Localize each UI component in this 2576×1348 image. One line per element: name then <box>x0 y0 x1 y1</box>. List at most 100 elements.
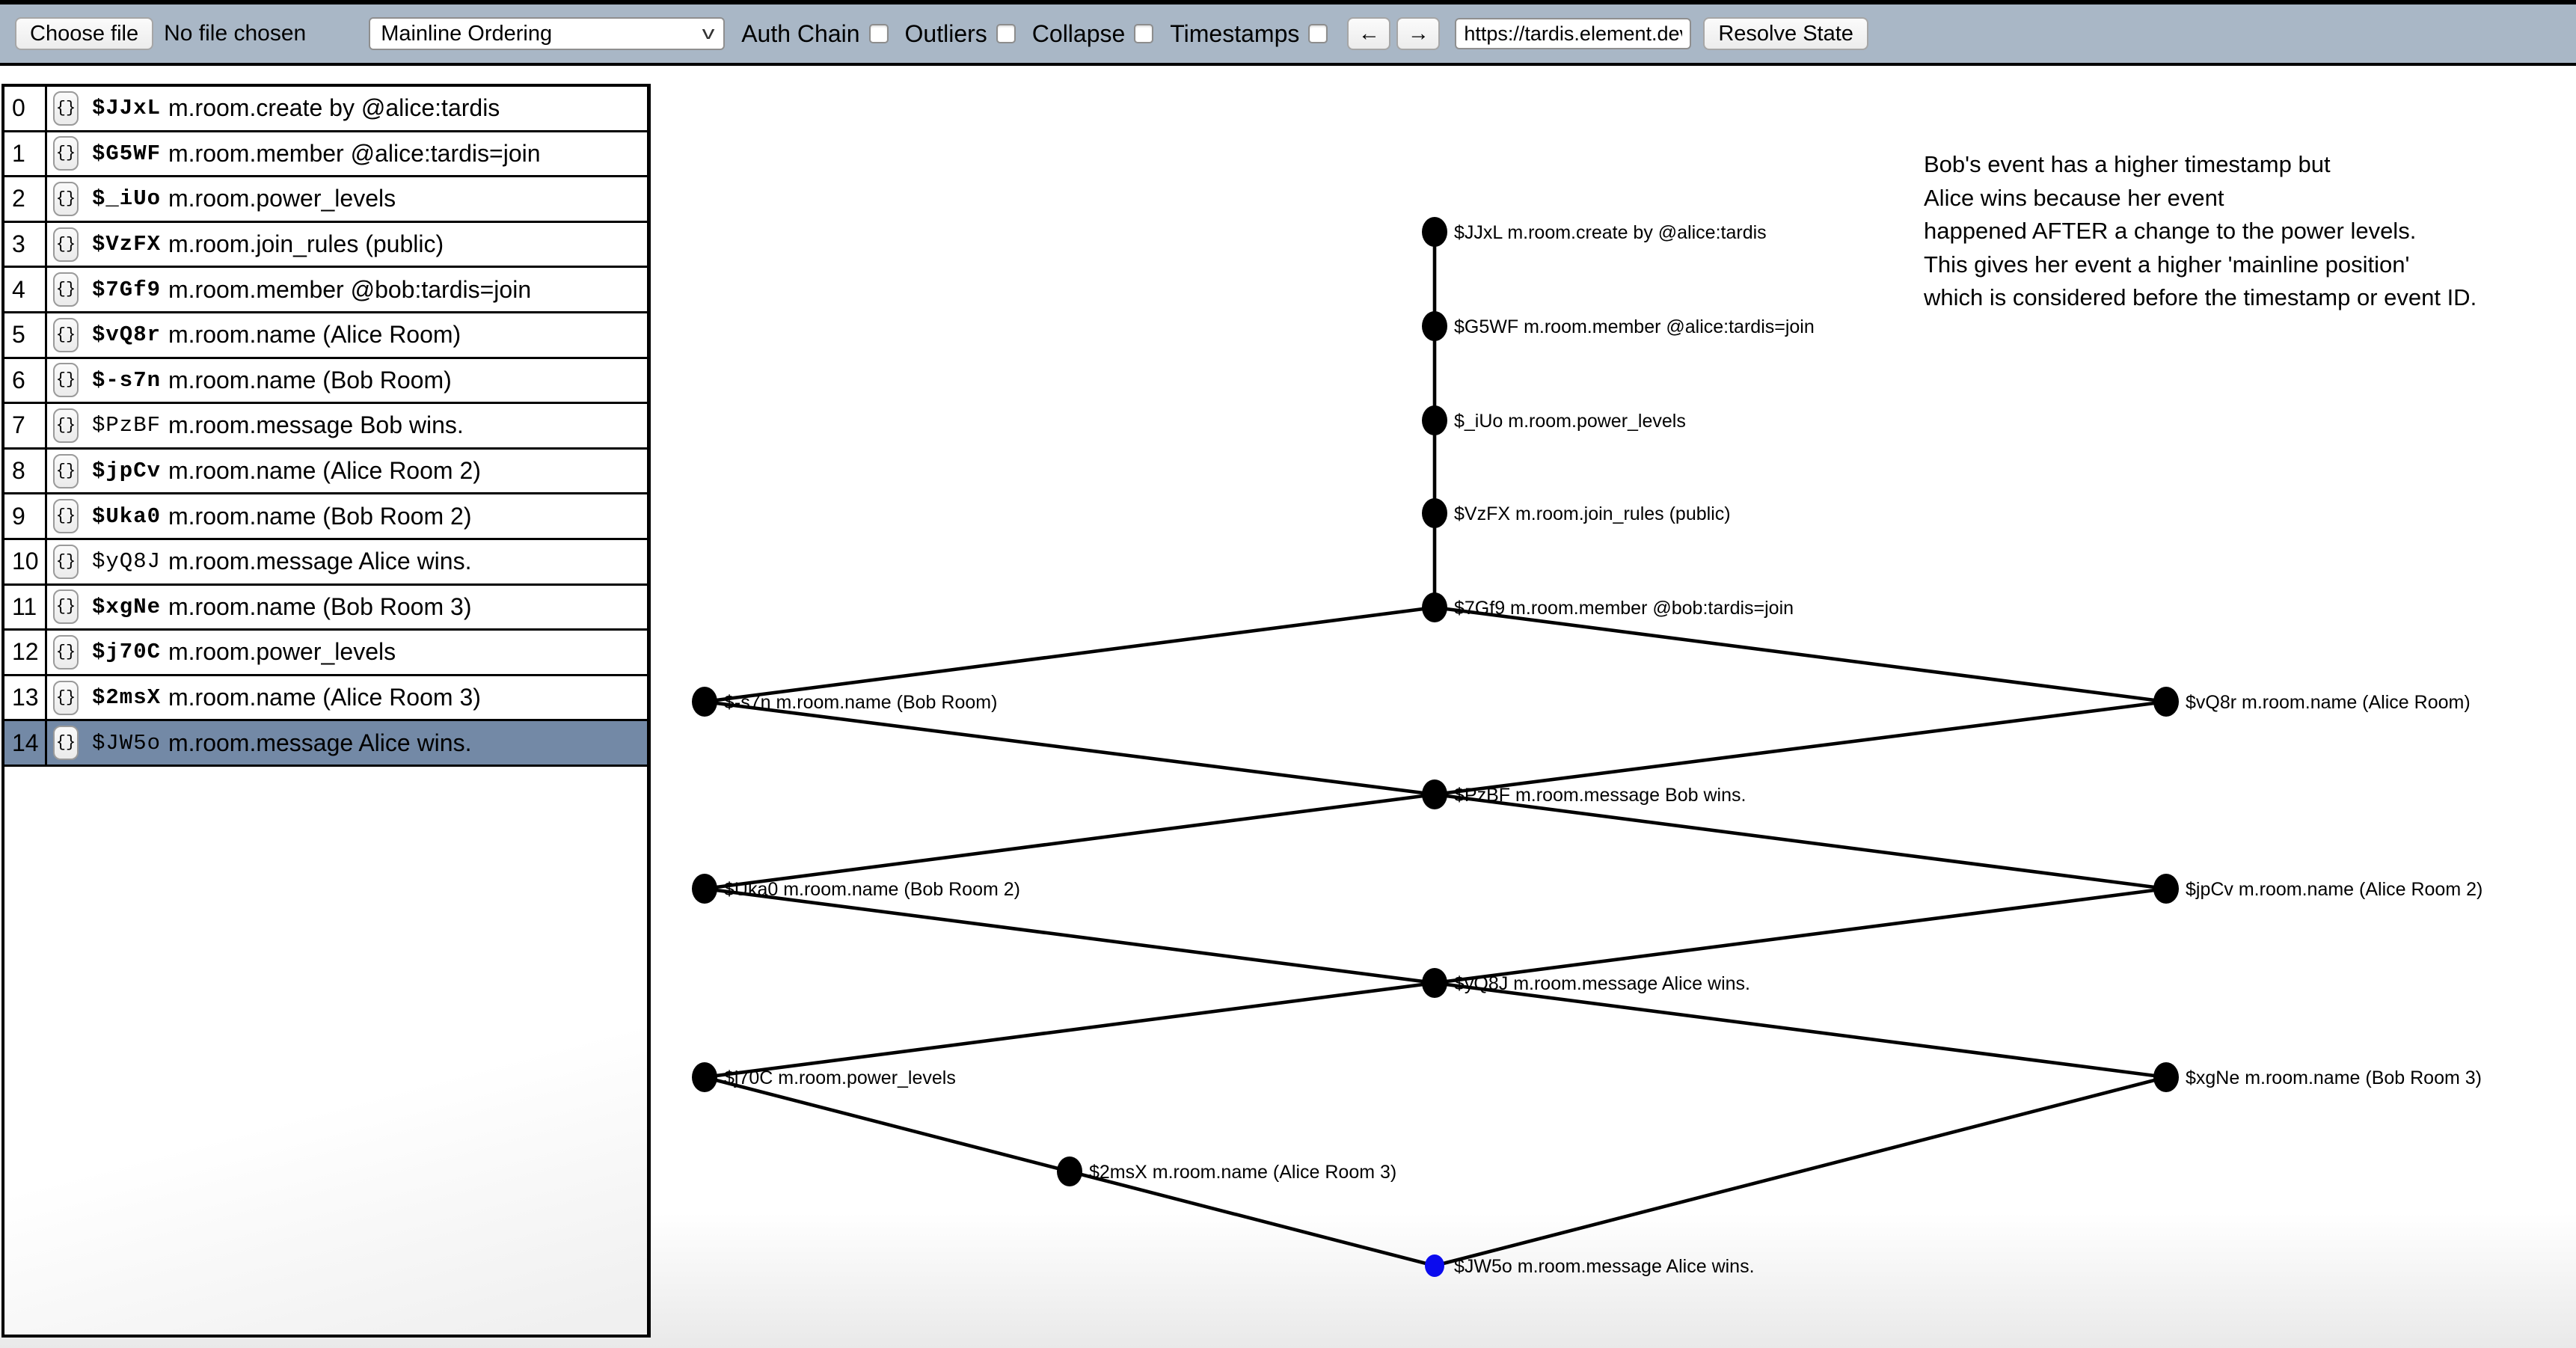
view-json-button[interactable]: {} <box>53 408 79 443</box>
view-json-button[interactable]: {} <box>53 181 79 216</box>
dag-node-label: $JJxL m.room.create by @alice:tardis <box>1454 222 1767 243</box>
event-description: m.room.create by @alice:tardis <box>168 94 500 122</box>
dag-node-label: $JW5o m.room.message Alice wins. <box>1454 1256 1755 1277</box>
event-row-7[interactable]: 7{} $PzBF m.room.message Bob wins. <box>4 404 647 450</box>
view-json-button[interactable]: {} <box>53 544 79 579</box>
toolbar: Choose file No file chosen Mainline Orde… <box>0 0 2576 66</box>
view-json-button[interactable]: {} <box>53 726 79 761</box>
annotation-line: happened AFTER a change to the power lev… <box>1924 218 2417 245</box>
event-id: $JW5o <box>92 730 162 756</box>
view-json-button[interactable]: {} <box>53 499 79 534</box>
dag-node-jw5o[interactable] <box>1425 1254 1444 1277</box>
event-row-1[interactable]: 1{} $G5WF m.room.member @alice:tardis=join <box>4 132 647 178</box>
dag-node-g5wf[interactable] <box>1422 311 1447 341</box>
event-description: m.room.power_levels <box>168 638 396 666</box>
view-json-button[interactable]: {} <box>53 453 79 488</box>
dag-edge <box>1434 699 2167 797</box>
dag-node-vzfx[interactable] <box>1422 498 1447 528</box>
forward-button[interactable]: → <box>1396 17 1441 50</box>
event-id: $yQ8J <box>92 549 162 575</box>
event-description: m.room.message Alice wins. <box>168 729 472 756</box>
dag-edge <box>1434 605 2167 704</box>
event-index: 6 <box>4 358 47 402</box>
dag-node-label: $Uka0 m.room.name (Bob Room 2) <box>724 879 1020 900</box>
dag-edge <box>704 605 1435 704</box>
choose-file-button[interactable]: Choose file <box>15 17 154 50</box>
back-button[interactable]: ← <box>1347 17 1391 50</box>
event-row-9[interactable]: 9{} $Uka0 m.room.name (Bob Room 2) <box>4 494 647 540</box>
toolbar-checkboxes: Auth Chain Outliers Collapse Timestamps <box>725 20 1328 48</box>
url-input[interactable] <box>1455 18 1692 49</box>
resolve-state-button[interactable]: Resolve State <box>1703 17 1868 50</box>
event-id: $-s7n <box>92 367 162 393</box>
dag-node-2msx[interactable] <box>1057 1156 1082 1186</box>
dag-node-label: $7Gf9 m.room.member @bob:tardis=join <box>1454 598 1794 619</box>
checkbox-label: Timestamps <box>1170 19 1300 47</box>
checkbox-label: Collapse <box>1031 19 1126 47</box>
view-json-button[interactable]: {} <box>53 272 79 307</box>
event-row-13[interactable]: 13{} $2msX m.room.name (Alice Room 3) <box>4 675 647 722</box>
event-description: m.room.power_levels <box>168 185 396 212</box>
event-row-10[interactable]: 10{} $yQ8J m.room.message Alice wins. <box>4 539 647 586</box>
dag-node-label: $2msX m.room.name (Alice Room 3) <box>1089 1162 1396 1183</box>
event-index: 9 <box>4 494 47 538</box>
event-row-4[interactable]: 4{} $7Gf9 m.room.member @bob:tardis=join <box>4 268 647 313</box>
event-row-8[interactable]: 8{} $jpCv m.room.name (Alice Room 2) <box>4 449 647 495</box>
dag-node-xgne[interactable] <box>2153 1062 2179 1092</box>
event-id: $_iUo <box>92 186 162 212</box>
dag-edge <box>704 981 1435 1079</box>
dag-node-vq8r[interactable] <box>2153 687 2179 717</box>
event-index: 5 <box>4 313 47 357</box>
dag-node-yq8j[interactable] <box>1422 968 1447 998</box>
dag-node-jjxl[interactable] <box>1422 217 1447 247</box>
event-row-11[interactable]: 11{} $xgNe m.room.name (Bob Room 3) <box>4 585 647 631</box>
event-index: 10 <box>4 539 47 583</box>
event-row-3[interactable]: 3{} $VzFX m.room.join_rules (public) <box>4 222 647 269</box>
event-id: $G5WF <box>92 141 162 166</box>
view-json-button[interactable]: {} <box>53 634 79 670</box>
dag-edge <box>1434 1075 2167 1268</box>
event-row-0[interactable]: 0{} $JJxL m.room.create by @alice:tardis <box>4 87 647 132</box>
event-index: 13 <box>4 675 47 720</box>
view-json-button[interactable]: {} <box>53 317 79 352</box>
view-json-button[interactable]: {} <box>53 227 79 262</box>
checkbox-group-outliers: Outliers <box>905 20 1016 48</box>
event-index: 1 <box>4 132 47 176</box>
event-description: m.room.member @alice:tardis=join <box>168 139 541 167</box>
dag-node-s7n[interactable] <box>692 687 717 717</box>
outliers-checkbox[interactable] <box>996 24 1016 43</box>
view-json-button[interactable]: {} <box>53 91 79 126</box>
event-row-6[interactable]: 6{} $-s7n m.room.name (Bob Room) <box>4 358 647 405</box>
collapse-checkbox[interactable] <box>1134 24 1154 43</box>
view-json-button[interactable]: {} <box>53 680 79 715</box>
dag-node-jpcv[interactable] <box>2153 874 2179 904</box>
view-json-button[interactable]: {} <box>53 363 79 398</box>
event-id: $VzFX <box>92 232 162 257</box>
view-json-button[interactable]: {} <box>53 589 79 625</box>
dag-node-iuo[interactable] <box>1422 405 1447 435</box>
timestamps-checkbox[interactable] <box>1308 24 1328 43</box>
dag-edge <box>1434 792 2167 891</box>
auth-chain-checkbox[interactable] <box>868 24 889 43</box>
dag-node-label: $j70C m.room.power_levels <box>724 1067 956 1088</box>
view-json-button[interactable]: {} <box>53 136 79 171</box>
annotation-line: Alice wins because her event <box>1924 184 2224 211</box>
event-row-12[interactable]: 12{} $j70C m.room.power_levels <box>4 631 647 676</box>
event-row-14[interactable]: 14{} $JW5o m.room.message Alice wins. <box>4 721 647 767</box>
dag-node-j70c[interactable] <box>692 1062 717 1092</box>
dag-edge <box>704 886 1435 985</box>
event-row-5[interactable]: 5{} $vQ8r m.room.name (Alice Room) <box>4 313 647 359</box>
event-row-2[interactable]: 2{} $_iUo m.room.power_levels <box>4 177 647 223</box>
event-index: 3 <box>4 222 47 266</box>
event-id: $jpCv <box>92 459 162 484</box>
event-id: $vQ8r <box>92 322 162 348</box>
event-id: $j70C <box>92 640 162 665</box>
dag-node-7gf9[interactable] <box>1422 592 1447 622</box>
event-id: $xgNe <box>92 594 162 619</box>
ordering-select[interactable]: Mainline Ordering v <box>369 17 726 50</box>
dag-node-uka0[interactable] <box>692 874 717 904</box>
checkbox-group-collapse: Collapse <box>1032 20 1154 48</box>
chevron-down-icon: v <box>702 23 715 43</box>
dag-node-pzbf[interactable] <box>1422 779 1447 809</box>
